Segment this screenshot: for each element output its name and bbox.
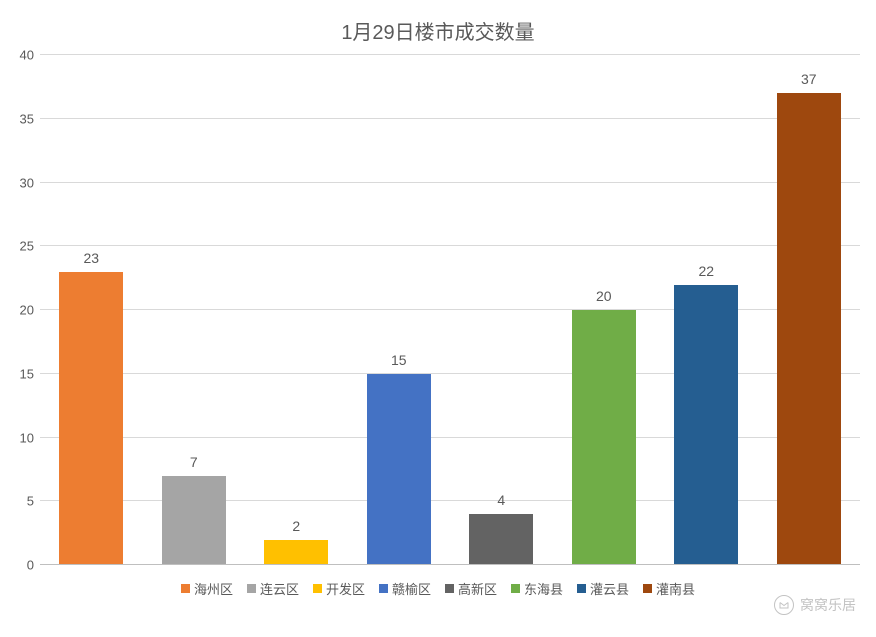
bar-value-label: 7 — [162, 454, 226, 476]
legend-item: 东海县 — [511, 579, 563, 598]
legend-label: 开发区 — [326, 579, 365, 598]
bar-value-label: 4 — [469, 492, 533, 514]
y-axis-ticks: 0510152025303540 — [12, 55, 40, 565]
bar-slot: 15 — [348, 55, 451, 565]
bar: 15 — [367, 374, 431, 565]
legend-swatch — [511, 584, 520, 593]
y-tick-label: 5 — [27, 494, 34, 509]
legend-item: 灌云县 — [577, 579, 629, 598]
y-tick-label: 40 — [20, 48, 34, 63]
bar-value-label: 22 — [674, 263, 738, 285]
bar-value-label: 23 — [59, 250, 123, 272]
bar-value-label: 15 — [367, 352, 431, 374]
legend-label: 灌南县 — [656, 579, 695, 598]
legend-swatch — [247, 584, 256, 593]
bar-value-label: 2 — [264, 518, 328, 540]
x-axis-line — [40, 564, 860, 565]
bar: 22 — [674, 285, 738, 566]
legend-label: 赣榆区 — [392, 579, 431, 598]
legend-item: 海州区 — [181, 579, 233, 598]
bar: 37 — [777, 93, 841, 565]
y-tick-label: 0 — [27, 558, 34, 573]
legend-swatch — [313, 584, 322, 593]
legend-item: 灌南县 — [643, 579, 695, 598]
chart-title: 1月29日楼市成交数量 — [20, 10, 856, 55]
bar-slot: 20 — [553, 55, 656, 565]
legend-label: 海州区 — [194, 579, 233, 598]
legend-item: 赣榆区 — [379, 579, 431, 598]
legend-swatch — [577, 584, 586, 593]
watermark-icon — [774, 595, 794, 615]
legend-item: 连云区 — [247, 579, 299, 598]
legend-label: 高新区 — [458, 579, 497, 598]
bar-slot: 7 — [143, 55, 246, 565]
plot-area: 0510152025303540 2372154202237 — [40, 55, 860, 565]
y-tick-label: 35 — [20, 111, 34, 126]
legend-item: 开发区 — [313, 579, 365, 598]
legend-item: 高新区 — [445, 579, 497, 598]
legend-label: 东海县 — [524, 579, 563, 598]
bar-slot: 2 — [245, 55, 348, 565]
legend-swatch — [379, 584, 388, 593]
bar: 4 — [469, 514, 533, 565]
legend-swatch — [445, 584, 454, 593]
bar-slot: 23 — [40, 55, 143, 565]
y-tick-label: 20 — [20, 303, 34, 318]
bar-slot: 4 — [450, 55, 553, 565]
chart-container: 1月29日楼市成交数量 0510152025303540 23721542022… — [0, 0, 876, 637]
bar-slot: 37 — [758, 55, 861, 565]
y-tick-label: 10 — [20, 430, 34, 445]
bar: 2 — [264, 540, 328, 566]
bar-value-label: 20 — [572, 288, 636, 310]
y-tick-label: 30 — [20, 175, 34, 190]
legend-swatch — [181, 584, 190, 593]
watermark: 窝窝乐居 — [774, 595, 856, 615]
y-tick-label: 15 — [20, 366, 34, 381]
legend-label: 连云区 — [260, 579, 299, 598]
bars-group: 2372154202237 — [40, 55, 860, 565]
legend-label: 灌云县 — [590, 579, 629, 598]
watermark-text: 窝窝乐居 — [800, 595, 856, 615]
bar: 7 — [162, 476, 226, 565]
bar: 23 — [59, 272, 123, 565]
legend: 海州区 连云区 开发区 赣榆区 高新区 东海县 灌云县 灌南县 — [20, 579, 856, 598]
legend-swatch — [643, 584, 652, 593]
y-tick-label: 25 — [20, 239, 34, 254]
bar-value-label: 37 — [777, 71, 841, 93]
bar: 20 — [572, 310, 636, 565]
bar-slot: 22 — [655, 55, 758, 565]
